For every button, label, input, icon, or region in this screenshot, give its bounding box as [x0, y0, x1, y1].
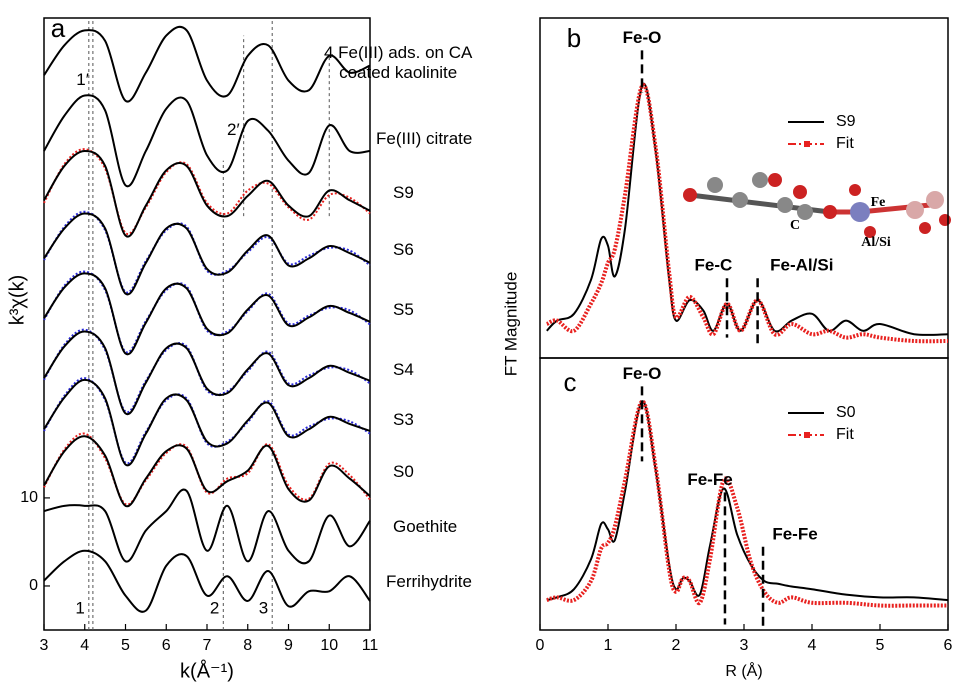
x-tick-label: 6: [944, 637, 953, 654]
data-line: [43, 25, 371, 103]
inset-label: Fe: [871, 195, 886, 210]
y-axis-label: FT Magnitude: [501, 272, 520, 377]
atom: [732, 192, 748, 208]
atom: [797, 204, 813, 220]
y-tick-label: 0: [29, 577, 38, 594]
fit-line: [43, 210, 371, 294]
data-line: [43, 212, 371, 296]
annotation: Fe-O: [623, 28, 662, 47]
atom: [768, 173, 782, 187]
series-label: Ferrihydrite: [386, 571, 472, 591]
reference-label: 1′: [76, 70, 89, 89]
atom: [752, 172, 768, 188]
x-tick-label: 3: [740, 637, 749, 654]
x-tick-label: 1: [604, 637, 613, 654]
atom: [864, 226, 876, 238]
data-line: [546, 400, 949, 602]
molecule-inset: [683, 172, 951, 238]
x-tick-label: 3: [40, 637, 49, 654]
atom-al: [926, 191, 944, 209]
data-line: [43, 378, 371, 467]
x-tick-label: 5: [876, 637, 885, 654]
data-line: [43, 330, 371, 416]
series-label: Fe(III) citrate: [376, 128, 473, 148]
x-tick-label: 8: [243, 637, 252, 654]
legend-label: S9: [836, 113, 856, 130]
x-tick-label: 6: [162, 637, 171, 654]
series-label: S0: [393, 462, 414, 482]
atom: [849, 184, 861, 196]
x-tick-label: 4: [80, 637, 89, 654]
x-axis-label: R (Å): [725, 661, 762, 680]
legend-label: Fit: [836, 135, 854, 152]
fit-line: [546, 399, 948, 608]
series-label: 4 Fe(III) ads. on CA coated kaolinite: [324, 43, 473, 83]
atom: [793, 185, 807, 199]
inset-label: Al/Si: [861, 235, 891, 250]
legend-swatch: [804, 432, 810, 438]
series-label: S6: [393, 240, 414, 260]
data-line: [43, 272, 371, 356]
data-line: [43, 435, 371, 508]
x-tick-label: 9: [284, 637, 293, 654]
fit-line: [43, 148, 371, 236]
fit-line: [43, 432, 371, 506]
x-tick-label: 7: [203, 637, 212, 654]
plot-frame: [539, 17, 949, 359]
atom: [939, 214, 951, 226]
data-line: [43, 549, 371, 613]
annotation: Fe-O: [623, 364, 662, 383]
atom: [707, 177, 723, 193]
y-axis-label: k³χ(k): [6, 275, 28, 325]
annotation: Fe-Al/Si: [770, 256, 833, 275]
x-axis-label: k(Å⁻¹): [180, 659, 234, 682]
x-tick-label: 2: [672, 637, 681, 654]
atom-al: [906, 201, 924, 219]
reference-label: 3: [259, 598, 268, 617]
panel-label: a: [51, 13, 66, 43]
x-tick-label: 5: [121, 637, 130, 654]
x-tick-label: 0: [536, 637, 545, 654]
x-tick-label: 4: [808, 637, 817, 654]
x-tick-label: 11: [362, 637, 379, 654]
reference-label: 2′: [227, 120, 240, 139]
series-label: S3: [393, 410, 414, 430]
series-label: S5: [393, 300, 414, 320]
plot-frame: [539, 357, 949, 631]
atom: [919, 222, 931, 234]
series-label: S9: [393, 183, 414, 203]
atom: [683, 188, 697, 202]
panel-label: b: [567, 23, 581, 53]
legend-swatch: [804, 141, 810, 147]
data-line: [43, 94, 371, 188]
data-line: [43, 149, 371, 238]
atom-fe: [850, 202, 870, 222]
data-line: [43, 488, 371, 565]
reference-label: 2: [210, 598, 219, 617]
annotation: Fe-Fe: [772, 524, 817, 543]
y-tick-label: 10: [20, 489, 38, 506]
reference-label: 1: [75, 598, 84, 617]
inset-label: C: [790, 218, 800, 233]
annotation: Fe-C: [695, 256, 733, 275]
fit-line: [545, 82, 949, 344]
x-tick-label: 10: [320, 637, 338, 654]
atom: [777, 197, 793, 213]
series-label: Goethite: [393, 516, 458, 536]
atom: [823, 205, 837, 219]
annotation: Fe-Fe: [687, 470, 732, 489]
panel-label: c: [564, 367, 577, 397]
series-label: S4: [393, 359, 414, 379]
legend-label: S0: [836, 404, 856, 421]
legend-label: Fit: [836, 426, 854, 443]
